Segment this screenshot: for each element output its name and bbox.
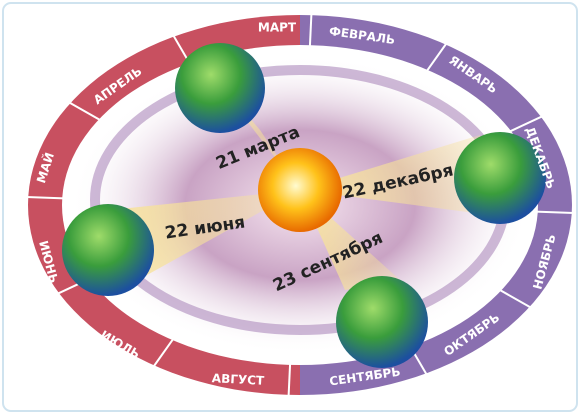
month-label: МАРТ [258,21,297,35]
separator [26,195,65,200]
globe [336,276,428,368]
month-label: АВГУСТ [212,371,266,388]
beam [110,190,300,290]
globe [175,43,265,133]
separator [308,13,313,48]
globe [454,132,546,224]
sun [258,148,342,232]
separator [152,337,175,368]
separator [498,288,532,309]
beam [300,135,490,215]
separator [68,101,102,122]
globe [62,204,154,296]
separator [287,362,292,397]
separator [508,115,544,133]
separator [535,210,574,215]
separator [425,42,448,73]
separators [26,13,574,397]
